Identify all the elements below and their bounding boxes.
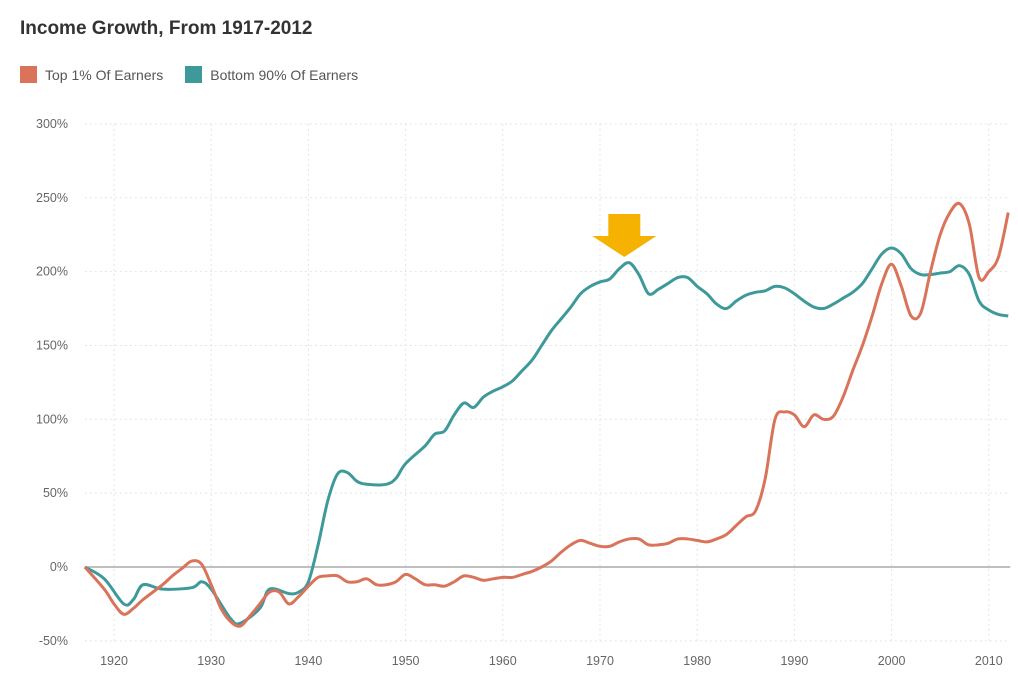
x-tick-label: 1920 <box>100 654 128 668</box>
y-tick-label: 50% <box>43 486 68 500</box>
x-tick-label: 1990 <box>780 654 808 668</box>
legend-label-bottom90: Bottom 90% Of Earners <box>210 66 359 83</box>
legend-swatch-bottom90 <box>185 66 203 83</box>
down-arrow-icon <box>592 214 657 257</box>
series-lines <box>83 201 1010 628</box>
legend: Top 1% Of Earners Bottom 90% Of Earners <box>20 66 358 83</box>
annotations <box>592 214 657 257</box>
x-tick-label: 1940 <box>294 654 322 668</box>
x-tick-label: 2010 <box>975 654 1003 668</box>
x-tick-label: 1970 <box>586 654 614 668</box>
legend-item-top1[interactable]: Top 1% Of Earners <box>20 66 163 83</box>
y-tick-label: 250% <box>36 191 68 205</box>
x-tick-label: 1930 <box>197 654 225 668</box>
x-tick-label: 1950 <box>392 654 420 668</box>
chart-title: Income Growth, From 1917-2012 <box>20 18 313 39</box>
x-tick-label: 2000 <box>878 654 906 668</box>
legend-label-top1: Top 1% Of Earners <box>45 66 164 83</box>
legend-item-bottom90[interactable]: Bottom 90% Of Earners <box>185 66 358 83</box>
y-tick-label: 300% <box>36 117 68 131</box>
series-line-top1 <box>83 201 1010 628</box>
axes: -50% 0% 50% 100% 150% 200% 250% 300% 1920 1930 194… <box>36 117 1011 668</box>
x-tick-label: 1980 <box>683 654 711 668</box>
y-tick-label: 150% <box>36 338 68 352</box>
grid <box>84 123 1011 642</box>
x-tick-label: 1960 <box>489 654 517 668</box>
series-line-bottom90 <box>84 246 1009 626</box>
y-tick-label: 200% <box>36 265 68 279</box>
y-tick-label: 100% <box>36 412 68 426</box>
y-tick-label: -50% <box>39 634 68 648</box>
legend-swatch-top1 <box>20 66 37 83</box>
y-tick-label: 0% <box>50 560 68 574</box>
